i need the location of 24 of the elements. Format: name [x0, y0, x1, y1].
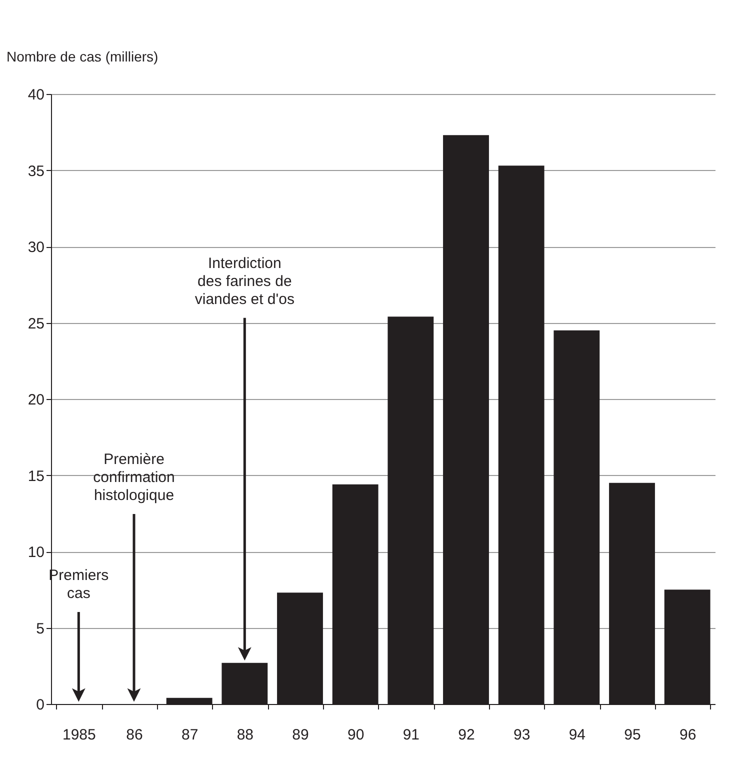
y-tick-label: 30	[28, 239, 44, 256]
x-tick-label: 94	[568, 726, 586, 744]
y-tick-label: 25	[28, 315, 44, 332]
x-tick-label: 89	[292, 726, 309, 744]
annotation: Première confirmation histologique	[93, 451, 175, 504]
x-tick-label: 86	[126, 726, 143, 744]
x-tick-label: 1985	[62, 726, 96, 744]
y-tick-label: 0	[36, 696, 44, 714]
x-tick-label: 95	[624, 726, 641, 744]
x-tick-label: 96	[679, 726, 696, 744]
y-axis-title: Nombre de cas (milliers)	[6, 48, 158, 64]
y-tick-label: 10	[28, 544, 44, 561]
annotation: Interdiction des farines de viandes et d'os	[194, 254, 294, 308]
y-tick-label: 5	[36, 620, 44, 638]
x-tick-label: 91	[402, 726, 420, 744]
x-tick-label: 88	[236, 726, 254, 744]
y-tick-label: 20	[28, 392, 44, 408]
x-tick-label: 92	[458, 726, 475, 744]
x-tick-label: 87	[181, 726, 198, 744]
y-tick-label: 35	[28, 162, 44, 180]
x-tick-label: 90	[347, 726, 364, 744]
y-tick-label: 40	[28, 86, 44, 104]
y-tick-label: 15	[28, 468, 44, 485]
x-tick-label: 93	[513, 726, 530, 744]
